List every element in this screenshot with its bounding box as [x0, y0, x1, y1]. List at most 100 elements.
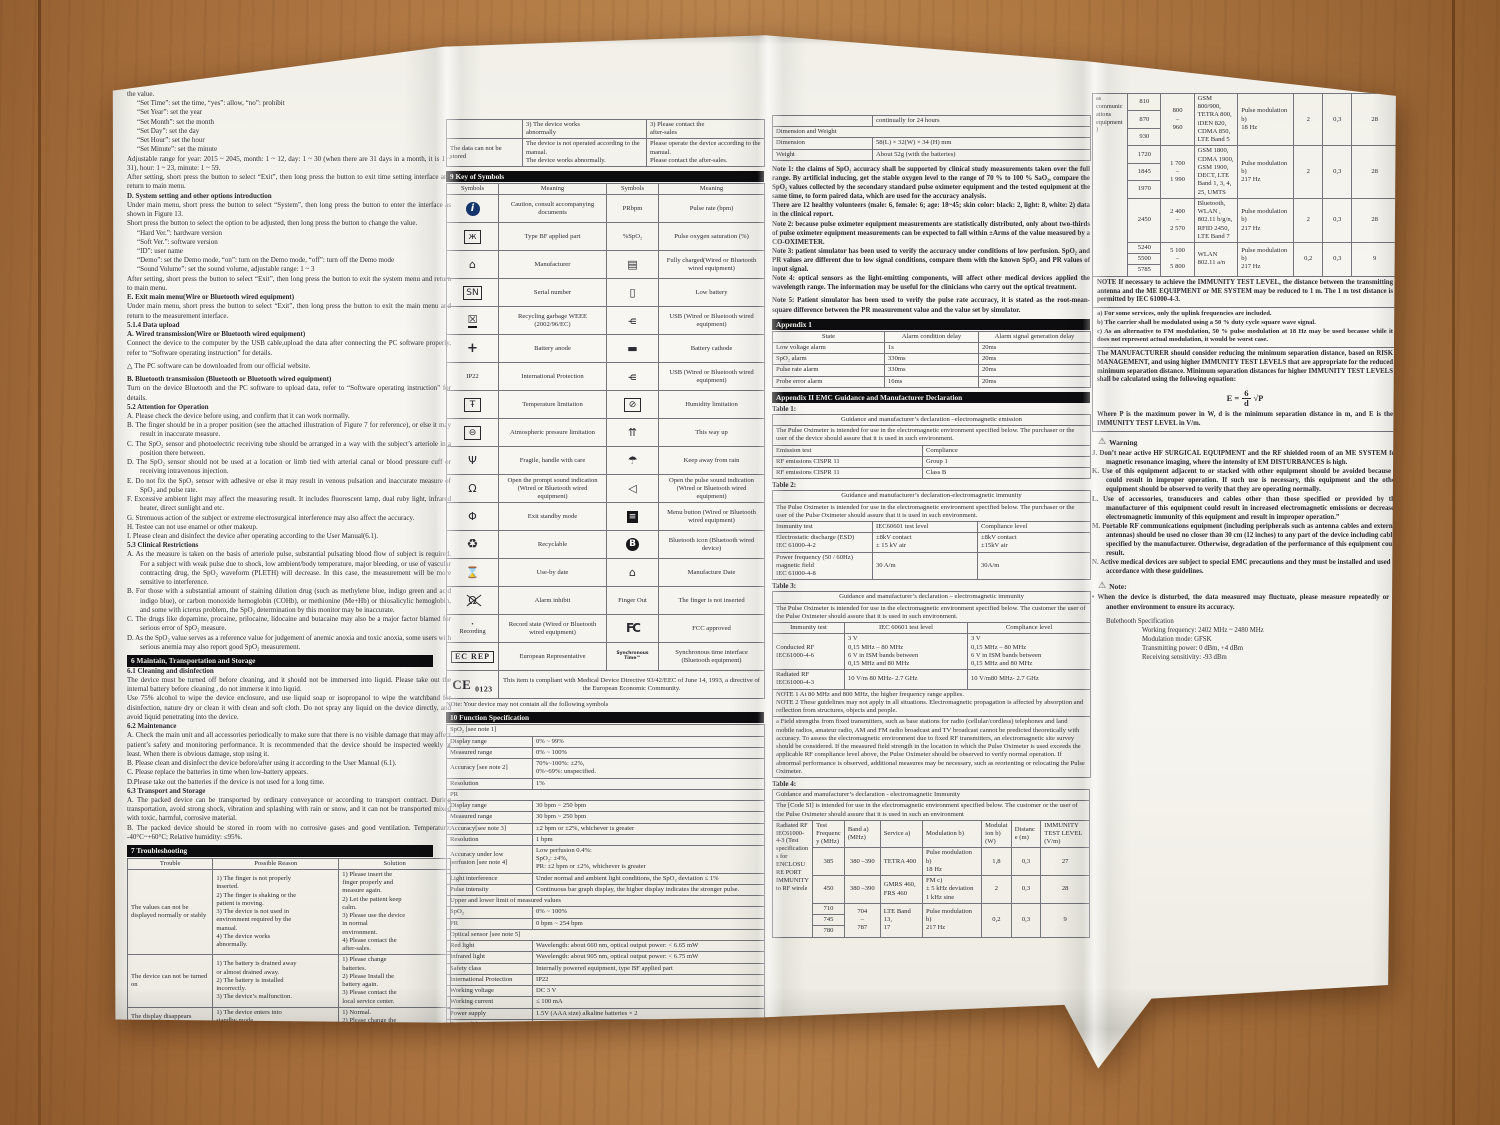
- table1-label: Table 1:: [772, 404, 797, 413]
- text-line: F. Excessive ambient light may affect th…: [127, 495, 451, 513]
- table-cell: Ω: [446, 586, 499, 616]
- table-cell: 70%~100%: ±2%, 0%~69%: unspecified.: [532, 758, 765, 779]
- consult-documents-icon: i: [465, 201, 480, 216]
- table-cell: Guidance and manufacturer’s declaration …: [771, 413, 1092, 427]
- table-cell: The Pulse Oximeter is intended for use i…: [771, 602, 1092, 624]
- table-cell: [772, 114, 873, 128]
- warning-triangle-icon: ⚠: [1098, 436, 1107, 447]
- table-cell: PR: [446, 917, 533, 930]
- table-cell: [446, 118, 523, 140]
- table-cell: 20ms: [978, 353, 1091, 366]
- text-line: 5.2 Attention for Operation: [127, 402, 209, 411]
- table-cell: Light interference: [446, 872, 533, 885]
- table-cell: 20ms: [978, 375, 1091, 388]
- table-cell: Measured range: [446, 746, 533, 760]
- table-cell: Working current: [446, 996, 533, 1009]
- table-cell: SpO₂ alarm: [772, 353, 885, 366]
- table-cell: Wavelength: about 660 nm, optical output…: [532, 940, 765, 953]
- table-cell: USB (Wired or Bluetooth wired equipment): [658, 362, 765, 392]
- warning-triangle-icon: △: [127, 361, 133, 370]
- table-cell: Pulse modulation b) 217 Hz: [1237, 145, 1295, 199]
- table-cell: Recyclable: [498, 530, 607, 560]
- table3-label: Table 3:: [772, 582, 797, 591]
- text-line: Note 2: because pulse oximeter equipment…: [772, 220, 1090, 246]
- table-cell: 0 bpm ~ 254 bpm: [532, 917, 765, 930]
- table-cell: IP22: [532, 973, 765, 987]
- text-line: After setting, short press the button to…: [127, 274, 451, 292]
- table-cell: i: [446, 194, 499, 224]
- text-line: 6.3 Transport and Storage: [127, 786, 206, 795]
- table-cell: FCC approved: [658, 614, 765, 644]
- column-header: Possible Reason: [212, 857, 340, 871]
- table-cell: 704 – 787: [843, 902, 881, 938]
- manual-panel-3: continually for 24 hours Dimension and We…: [771, 114, 1092, 938]
- table-cell: Distance (m): [1010, 819, 1042, 849]
- pulse-sound-speaker-icon: ◁: [628, 481, 637, 495]
- table-cell: 10 V/m80 MHz- 2.7 GHz: [966, 669, 1092, 690]
- table-cell: 710: [812, 902, 845, 916]
- table-cell: Radiated RF IEC61000-4-3 (Test specifica…: [771, 819, 814, 938]
- text-line: Modulation mode: GFSK: [1142, 635, 1212, 643]
- table-cell: Exit standby mode: [498, 502, 607, 532]
- section-bar-appendix-2-emc: Appendix II EMC Guidance and Manufacture…: [772, 391, 1090, 403]
- text-line: Short press the button to select the opt…: [127, 219, 418, 228]
- panel1-text: the value. “Set Time”: set the time, “yes…: [127, 90, 451, 857]
- text-line: C. The SpO₂ sensor and photoelectric rec…: [127, 439, 451, 457]
- synchronous-time-icon: Synchronous Time™: [616, 650, 649, 661]
- text-line: the value.: [127, 90, 155, 98]
- table-cell: Open the prompt sound indication (Wired …: [498, 474, 607, 504]
- column-header: Alarm signal generation delay: [978, 330, 1091, 343]
- table-cell: WLAN 802.11 a/n: [1193, 241, 1239, 277]
- note-list: • When the device is disturbed, the data…: [1092, 593, 1396, 611]
- text-line: “Set Month”: set the month: [137, 117, 214, 126]
- table-cell: 30 bpm ~ 250 bpm: [532, 811, 765, 824]
- text-line: B. The packed device should be stored in…: [127, 823, 451, 841]
- text-line: Connect the device to the computer by th…: [127, 339, 451, 357]
- table-cell: 0,3: [1010, 875, 1042, 904]
- table-cell: 30A/m: [977, 551, 1091, 581]
- column-header: IEC 60601 test level: [844, 622, 968, 635]
- table-cell: 9: [1040, 902, 1090, 938]
- bluetooth-specification: Bulethooth Specification Working frequenc…: [1106, 618, 1396, 663]
- table-cell: Humidity limitation: [658, 390, 765, 420]
- text-line: D.Please take out the batteries if the d…: [127, 777, 325, 786]
- table-cell: ±8kV contact ± 15 kV air: [872, 532, 978, 553]
- table-cell: 27: [1040, 847, 1090, 877]
- accuracy-notes: Note 1: the claims of SpO₂ accuracy shal…: [772, 165, 1090, 315]
- table-cell: 16ms: [884, 375, 979, 388]
- table-cell: Record state (Wired or Bluetooth wired e…: [498, 614, 607, 644]
- table-cell: ◁: [606, 474, 659, 504]
- table-cell: The Pulse Oximeter is intended for use i…: [771, 425, 1092, 446]
- column-header: Symbols: [606, 183, 659, 196]
- table-cell: The device can not be turned on: [126, 954, 214, 1008]
- table-cell: Power frequency (50 / 60Hz) magnetic fie…: [772, 551, 873, 581]
- table-cell: The device is not operated according to …: [522, 138, 647, 168]
- recyclable-icon: ♻: [466, 537, 479, 553]
- manual-panel-4: as communications equipment) 810 800 – 960…: [1091, 92, 1396, 663]
- table-cell: Accuracy[see note 3]: [446, 822, 533, 835]
- table-cell: ☂: [606, 446, 659, 476]
- table-cell: 1) Normal. 2) Please change the battery.: [338, 1006, 451, 1036]
- dimension-weight-table: continually for 24 hours Dimension and We…: [772, 114, 1091, 161]
- fragile-icon: Ψ: [468, 453, 477, 467]
- table-cell: Serial number: [498, 278, 607, 308]
- table-cell: 5500: [1127, 253, 1162, 266]
- table-cell: About 52g (with the batteries): [872, 148, 1091, 161]
- table-cell: Φ: [446, 502, 499, 532]
- table-cell: RF emissions CISPR 11: [772, 455, 923, 469]
- table-cell: 28: [1040, 875, 1090, 904]
- table-cell: TETRA 400: [879, 847, 923, 877]
- table-cell: Guidance and manufacturer’s declaration …: [771, 591, 1092, 604]
- table-cell: 5240: [1127, 241, 1162, 255]
- text-line: C. Please replace the batteries in time …: [127, 768, 308, 777]
- table-cell: GMRS 460, FRS 460: [879, 875, 923, 904]
- table-cell: Low battery: [658, 278, 765, 308]
- table-cell: Low voltage alarm: [772, 341, 885, 355]
- table-cell: %SpO₂: [606, 222, 659, 252]
- table-cell: Pulse modulation b) 217 Hz: [921, 902, 983, 938]
- usb-icon: ψ: [627, 317, 639, 325]
- table-cell: Internally powered equipment, type BF ap…: [532, 962, 765, 975]
- table-cell: Resolution: [446, 833, 533, 846]
- table-cell: Fully charged(Wired or Bluetooth wired e…: [658, 250, 765, 280]
- low-battery-icon: ▯: [629, 285, 636, 299]
